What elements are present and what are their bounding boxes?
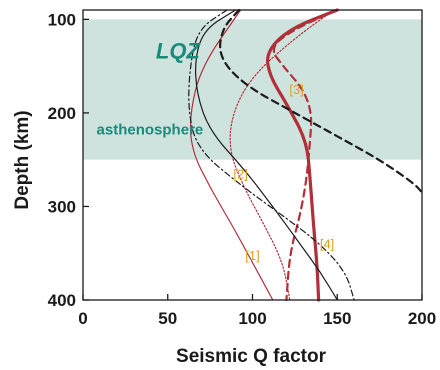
series-line-2 xyxy=(229,9,335,301)
series-label-2: [2] xyxy=(233,166,247,181)
series-label-4: [4] xyxy=(320,237,334,252)
y-axis-title: Depth (km) xyxy=(12,110,33,209)
series-layer xyxy=(188,8,424,302)
series-label-1: [1] xyxy=(245,248,259,263)
y-tick-label: 400 xyxy=(48,291,76,310)
y-tick-label: 200 xyxy=(48,104,76,123)
series-line-4 xyxy=(265,8,339,302)
y-tick-label: 300 xyxy=(48,197,76,216)
y-tick-label: 100 xyxy=(48,10,76,29)
lqz-label: LQZ xyxy=(156,39,202,64)
x-tick-label: 50 xyxy=(158,309,177,328)
series-line-black-5 xyxy=(219,8,424,194)
x-axis-title: Seismic Q factor xyxy=(176,346,327,367)
series-line-black-4 xyxy=(194,9,338,301)
x-tick-label: 100 xyxy=(238,309,266,328)
x-tick-label: 200 xyxy=(408,309,436,328)
x-tick-label: 150 xyxy=(323,309,351,328)
series-line-1 xyxy=(189,9,274,301)
x-tick-label: 0 xyxy=(78,309,87,328)
series-label-3: [3] xyxy=(289,82,303,97)
series-line-black-6 xyxy=(188,9,355,301)
asthenosphere-label: asthenosphere xyxy=(97,121,204,138)
axes-layer: 0 50 100 150 200 100 200 300 400 xyxy=(48,9,436,328)
annotation-layer: LQZ asthenosphere [1] [2] [3] [4] xyxy=(97,39,335,263)
